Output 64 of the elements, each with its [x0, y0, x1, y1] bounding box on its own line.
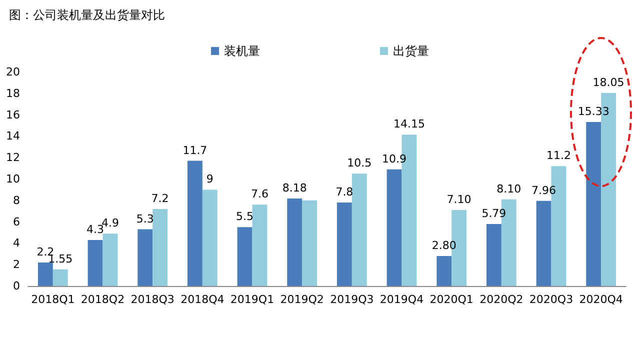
data-label: 14.15: [393, 118, 425, 131]
x-tick-label: 2018Q1: [31, 293, 75, 306]
bar: [237, 227, 252, 286]
bar: [52, 269, 68, 286]
bar: [486, 224, 502, 286]
x-tick-label: 2018Q2: [80, 293, 125, 306]
data-label: 8.18: [282, 181, 307, 194]
y-tick-label: 8: [13, 194, 20, 207]
x-tick-label: 2020Q4: [579, 293, 623, 306]
data-label: 11.7: [182, 144, 208, 157]
data-label: 9: [206, 172, 214, 186]
data-label: 7.6: [250, 188, 268, 201]
bar: [88, 240, 103, 286]
bar: [102, 234, 118, 286]
y-tick-label: 6: [13, 215, 20, 228]
bar: [287, 198, 302, 286]
data-label: 2.80: [432, 239, 456, 252]
bar: [336, 202, 352, 286]
data-label: 5.3: [136, 212, 154, 226]
data-label: 7.96: [532, 184, 556, 197]
bar: [138, 229, 153, 286]
data-label: 11.2: [546, 149, 571, 162]
x-tick-label: 2019Q4: [380, 293, 424, 306]
x-tick-label: 2019Q1: [230, 293, 274, 306]
data-label: 18.05: [592, 76, 624, 89]
bar: [187, 160, 202, 286]
bar: [436, 256, 452, 286]
y-tick-label: 12: [6, 151, 20, 164]
y-tick-label: 2: [13, 258, 20, 272]
y-tick-label: 10: [6, 172, 20, 186]
legend-label: 装机量: [224, 44, 260, 58]
data-label: 7.10: [446, 193, 472, 206]
data-label: 5.5: [236, 210, 254, 224]
x-tick-label: 2018Q3: [130, 293, 174, 306]
data-label: 5.79: [482, 207, 506, 220]
x-tick-label: 2018Q4: [180, 293, 224, 306]
chart-title: 图：公司装机量及出货量对比: [9, 8, 165, 22]
bar: [386, 169, 402, 286]
bar: [536, 200, 552, 286]
legend-label: 出货量: [393, 44, 429, 58]
y-tick-label: 4: [13, 236, 20, 250]
bar: [152, 208, 168, 286]
y-tick-label: 18: [6, 86, 20, 100]
bar: [202, 190, 218, 286]
data-label: 15.33: [578, 104, 610, 118]
data-label: 10.5: [347, 156, 372, 170]
bar: [586, 122, 602, 286]
data-label: 8.10: [496, 182, 522, 196]
data-label: 7.8: [336, 186, 354, 199]
y-tick-label: 20: [6, 66, 20, 78]
bar: [252, 204, 268, 286]
y-tick-label: 0: [13, 280, 20, 292]
bar: [38, 262, 53, 286]
x-tick-label: 2020Q1: [430, 293, 474, 306]
x-tick-label: 2020Q2: [480, 293, 524, 306]
bar: [302, 200, 318, 286]
x-tick-label: 2020Q3: [529, 293, 574, 306]
y-tick-label: 14: [6, 130, 20, 143]
data-label: 10.9: [382, 152, 407, 166]
x-tick-label: 2019Q2: [280, 293, 324, 306]
bar: [352, 174, 367, 286]
data-label: 7.2: [151, 192, 169, 205]
y-tick-label: 16: [6, 108, 20, 122]
x-tick-label: 2019Q3: [330, 293, 374, 306]
